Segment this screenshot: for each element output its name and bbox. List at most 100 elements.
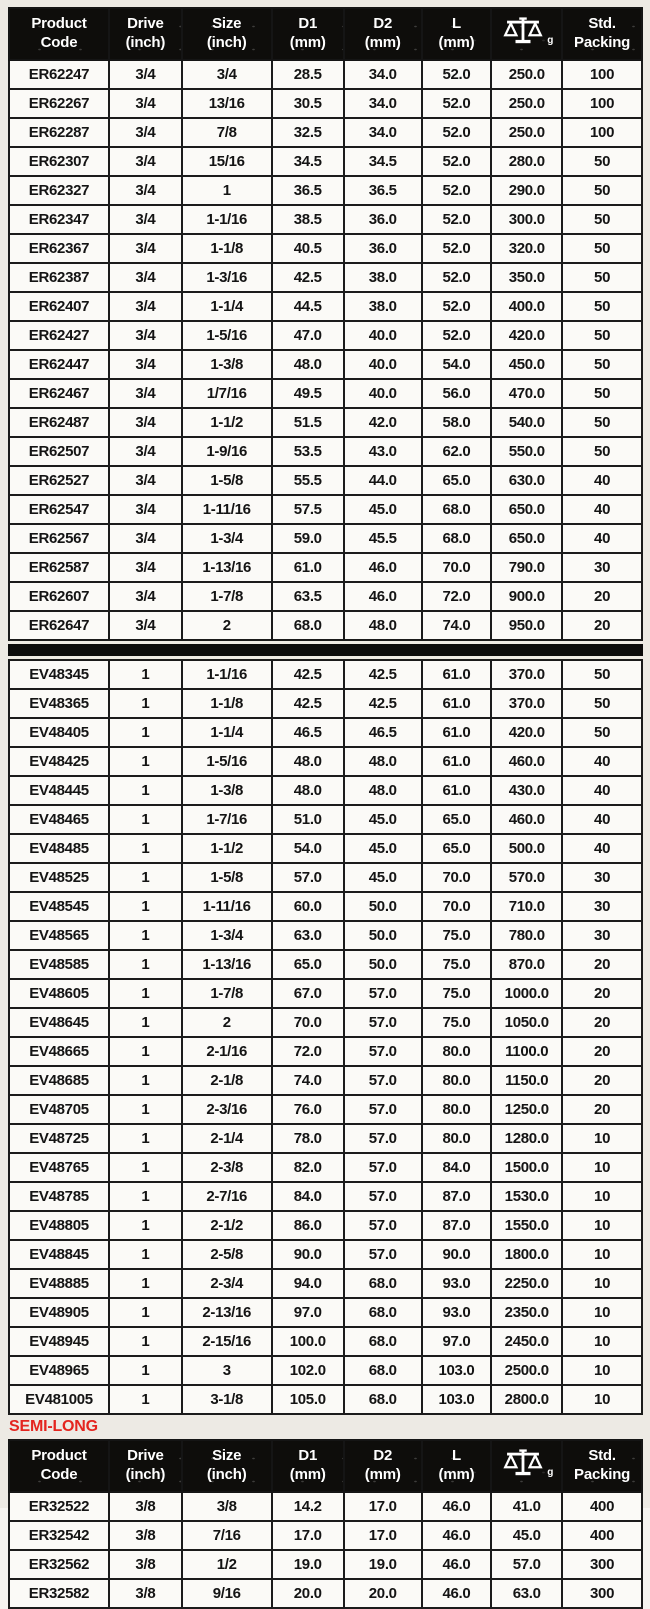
table-cell: 20.0: [342, 1578, 423, 1609]
table-cell: 46.5: [270, 717, 345, 748]
table-cell: 45.0: [490, 1520, 564, 1551]
table-cell: 52.0: [420, 233, 493, 264]
table-cell: ER62287: [8, 117, 110, 148]
column-header-d1: D1 (mm): [271, 7, 345, 61]
table-cell: 500.0: [490, 833, 564, 864]
table-cell: 570.0: [490, 862, 564, 893]
table-cell: 52.0: [420, 88, 493, 119]
table-cell: 20: [561, 1094, 643, 1125]
table-row: EV48805 1 2-1/2 86.0 57.0 87.0 1550.0 10: [8, 1210, 643, 1241]
table-cell: 400.0: [490, 291, 564, 322]
table-cell: 1: [108, 1181, 183, 1212]
table-cell: 1: [108, 1210, 183, 1241]
table-cell: 46.0: [342, 581, 423, 612]
table-cell: 52.0: [420, 117, 493, 148]
table-cell: 48.0: [270, 349, 345, 380]
table-cell: 50: [561, 378, 643, 409]
table-cell: 87.0: [420, 1181, 493, 1212]
table-cell: 710.0: [490, 891, 564, 922]
table-row: ER62587 3/4 1-13/16 61.0 46.0 70.0 790.0 30: [8, 552, 643, 583]
table-cell: 40: [561, 465, 643, 496]
table-cell: 1-13/16: [180, 552, 273, 583]
table-cell: 68.0: [420, 523, 493, 554]
table-cell: 50: [561, 717, 643, 748]
column-header-product-code: Product Code: [8, 1439, 110, 1493]
table-cell: 40: [561, 833, 643, 864]
table-cell: 54.0: [420, 349, 493, 380]
table-cell: 36.5: [270, 175, 345, 206]
header-label: Drive: [127, 1447, 164, 1465]
column-header-length: L (mm): [421, 1439, 493, 1493]
section-drive-3-4: ER62247 3/4 3/4 28.5 34.0 52.0 250.0 100 ER62267…: [8, 59, 643, 641]
table-cell: EV48345: [8, 659, 110, 690]
table-cell: 57.0: [342, 1181, 423, 1212]
header-label: L: [451, 1447, 461, 1465]
table-cell: 102.0: [270, 1355, 345, 1386]
table-cell: 48.0: [270, 746, 345, 777]
table-cell: 350.0: [490, 262, 564, 293]
table-cell: 70.0: [420, 862, 493, 893]
table-cell: 1: [108, 688, 183, 719]
table-cell: ER62527: [8, 465, 110, 496]
table-cell: ER62587: [8, 552, 110, 583]
table-row: EV48845 1 2-5/8 90.0 57.0 90.0 1800.0 10: [8, 1239, 643, 1270]
table-cell: 1-1/8: [180, 688, 273, 719]
column-header-weight: g: [490, 1439, 564, 1493]
header-label: Std.: [588, 15, 616, 33]
table-cell: 42.5: [342, 659, 423, 690]
table-row: EV48485 1 1-1/2 54.0 45.0 65.0 500.0 40: [8, 833, 643, 864]
table-cell: 34.5: [270, 146, 345, 177]
table-cell: 17.0: [270, 1520, 345, 1551]
table-cell: 780.0: [490, 920, 564, 951]
table-row: ER32522 3/8 3/8 14.2 17.0 46.0 41.0 400: [8, 1491, 643, 1522]
table-cell: 1: [108, 804, 183, 835]
table-cell: 3/4: [108, 552, 183, 583]
table-cell: ER62547: [8, 494, 110, 525]
table-row: EV48565 1 1-3/4 63.0 50.0 75.0 780.0 30: [8, 920, 643, 951]
table-cell: 75.0: [420, 920, 493, 951]
table-cell: 1: [108, 746, 183, 777]
table-cell: 1: [108, 1094, 183, 1125]
table-cell: 2250.0: [490, 1268, 564, 1299]
table-cell: 2450.0: [490, 1326, 564, 1357]
table-cell: 44.0: [342, 465, 423, 496]
table-cell: ER62387: [8, 262, 110, 293]
table-cell: 1: [180, 175, 273, 206]
table-cell: EV48705: [8, 1094, 110, 1125]
table-row: ER32562 3/8 1/2 19.0 19.0 46.0 57.0 300: [8, 1549, 643, 1580]
table-cell: 400: [561, 1520, 643, 1551]
table-row: ER32582 3/8 9/16 20.0 20.0 46.0 63.0 300: [8, 1578, 643, 1609]
table-cell: 370.0: [490, 688, 564, 719]
table-cell: 1: [108, 775, 183, 806]
table-cell: 3: [180, 1355, 273, 1386]
table-cell: ER62367: [8, 233, 110, 264]
table-row: ER62327 3/4 1 36.5 36.5 52.0 290.0 50: [8, 175, 643, 206]
header-label: Size: [212, 15, 242, 33]
table-cell: 61.0: [420, 775, 493, 806]
table-cell: 61.0: [420, 717, 493, 748]
table-cell: 3/4: [180, 59, 273, 90]
weight-unit-grams-label: g: [547, 35, 554, 47]
table-cell: EV48405: [8, 717, 110, 748]
table-cell: ER62447: [8, 349, 110, 380]
table-cell: 51.5: [270, 407, 345, 438]
table-cell: 68.0: [342, 1268, 423, 1299]
table-cell: EV48725: [8, 1123, 110, 1154]
table-cell: 65.0: [420, 804, 493, 835]
table-cell: 45.0: [342, 833, 423, 864]
table-cell: 1550.0: [490, 1210, 564, 1241]
table-row: EV48765 1 2-3/8 82.0 57.0 84.0 1500.0 10: [8, 1152, 643, 1183]
table-cell: 1150.0: [490, 1065, 564, 1096]
table-cell: 58.0: [420, 407, 493, 438]
section-drive-1: EV48345 1 1-1/16 42.5 42.5 61.0 370.0 50 EV48365…: [8, 659, 643, 1415]
header-label: (inch): [206, 1466, 247, 1483]
table-cell: 103.0: [420, 1355, 493, 1386]
table-cell: 1-13/16: [180, 949, 273, 980]
table-cell: 1-3/8: [180, 349, 273, 380]
table-row: EV48525 1 1-5/8 57.0 45.0 70.0 570.0 30: [8, 862, 643, 893]
table-cell: 15/16: [180, 146, 273, 177]
table-cell: 84.0: [270, 1181, 345, 1212]
table-cell: 50: [561, 146, 643, 177]
table-row: EV48345 1 1-1/16 42.5 42.5 61.0 370.0 50: [8, 659, 643, 690]
header-label: Std.: [588, 1447, 616, 1465]
